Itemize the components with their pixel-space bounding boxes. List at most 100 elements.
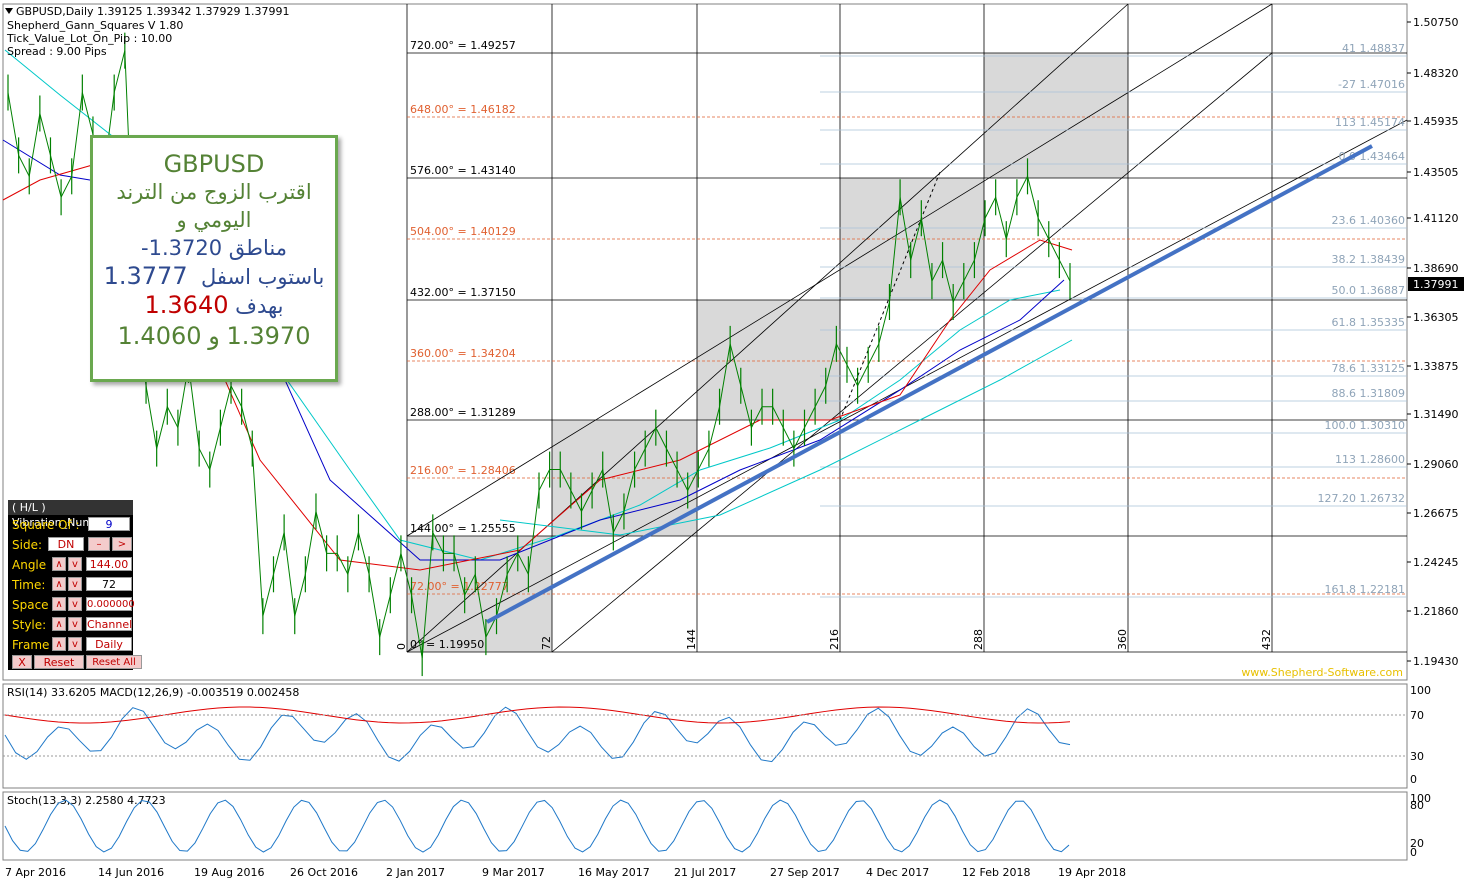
date-tick-label-6: 16 May 2017 [578, 866, 650, 879]
price-tick-label-12: 1.21860 [1413, 605, 1459, 618]
fib-label-11: 113 1.28600 [1335, 453, 1405, 466]
gann-time-label-0: 0 [395, 643, 408, 650]
header-line-3: Tick_Value_Lot_On_Pip : 10.00 [6, 32, 172, 45]
gann-level-label-9: 72.00° = 1.22777 [410, 580, 509, 593]
rsi-macd-label: RSI(14) 33.6205 MACD(12,26,9) -0.003519 … [7, 686, 299, 699]
gann-time-label-3: 216 [828, 629, 841, 650]
main-chart-frame [2, 3, 1408, 681]
time-input[interactable]: 72 [86, 577, 132, 591]
time-down-button[interactable]: v [68, 577, 82, 591]
price-tick-label-11: 1.24245 [1413, 556, 1459, 569]
row-space: Space ∧ v 0.000000 [8, 595, 135, 615]
time-label: Time: [12, 578, 46, 592]
price-tick-label-5: 1.38690 [1413, 262, 1459, 275]
space-down-button[interactable]: v [68, 597, 82, 611]
fib-label-2: 113 1.45174 [1335, 116, 1405, 129]
rsi-axis-label-2: 30 [1410, 750, 1424, 763]
angle-input[interactable]: 144.00 [86, 557, 132, 571]
close-panel-button[interactable]: X [12, 655, 32, 669]
gann-level-label-3: 504.00° = 1.40129 [410, 225, 516, 238]
date-tick-label-5: 9 Mar 2017 [482, 866, 545, 879]
row-frame: Frame ∧ v Daily [8, 635, 133, 655]
square-of-input[interactable]: 9 [88, 517, 130, 531]
price-tick-label-13: 1.19430 [1413, 655, 1459, 668]
price-tick-label-6: 1.36305 [1413, 311, 1459, 324]
angle-label: Angle [12, 558, 47, 572]
gann-level-label-5: 360.00° = 1.34204 [410, 347, 516, 360]
gann-square-2 [697, 300, 840, 420]
channel-line-0 [406, 3, 1129, 653]
gann-level-label-10: 0° = 1.19950 [410, 638, 484, 651]
side-value[interactable]: DN [48, 537, 84, 551]
price-tick-label-0: 1.50750 [1413, 16, 1459, 29]
channel-line-3 [406, 119, 1408, 653]
gann-time-label-4: 288 [972, 629, 985, 650]
callout-target3-value: 1.4060 [117, 322, 202, 350]
frame-label: Frame [12, 638, 50, 652]
callout-target2-value: 1.3970 [226, 322, 311, 350]
rsi-panel-frame [2, 683, 1408, 789]
reset-button[interactable]: Reset [34, 655, 84, 669]
gann-level-label-8: 144.00° = 1.25555 [410, 522, 516, 535]
price-tick-label-8: 1.31490 [1413, 408, 1459, 421]
price-tick-label-7: 1.33875 [1413, 360, 1459, 373]
watermark-text: www.Shepherd-Software.com [1241, 666, 1403, 679]
ma-cyan-2-line [499, 339, 1073, 536]
rsi-axis-label-3: 0 [1410, 773, 1417, 786]
gann-level-label-1: 648.00° = 1.46182 [410, 103, 516, 116]
angle-down-button[interactable]: v [68, 557, 82, 571]
current-price-marker [1408, 277, 1464, 291]
fib-label-7: 61.8 1.35335 [1332, 316, 1405, 329]
header-line-2: Shepherd_Gann_Squares V 1.80 [7, 19, 183, 32]
fib-label-13: 161.8 1.22181 [1325, 583, 1405, 596]
style-down-button[interactable]: v [68, 617, 82, 631]
price-tick-label-10: 1.26675 [1413, 507, 1459, 520]
fib-label-4: 23.6 1.40360 [1332, 214, 1405, 227]
callout-stop-value: 1.3777 [103, 262, 188, 290]
macd-signal-line [4, 706, 1071, 724]
stoch-axis-label-2: 20 [1410, 837, 1424, 850]
date-tick-label-9: 4 Dec 2017 [866, 866, 929, 879]
gann-level-label-4: 432.00° = 1.37150 [410, 286, 516, 299]
frame-input[interactable]: Daily [86, 637, 132, 651]
price-line [7, 50, 1071, 659]
callout-line-c: مناطق 1.3720- [141, 236, 287, 260]
time-up-button[interactable]: ∧ [52, 577, 66, 591]
stoch-line [4, 799, 1070, 853]
style-input[interactable]: Channel [86, 617, 133, 631]
gann-square-4 [984, 53, 1128, 178]
gann-time-label-2: 144 [685, 629, 698, 650]
row-style: Style: ∧ v Channel [8, 615, 133, 635]
angle-up-button[interactable]: ∧ [52, 557, 66, 571]
callout-line-a: اقترب الزوج من الترند [116, 180, 312, 204]
space-label: Space [12, 598, 49, 612]
side-plus-button[interactable]: > [112, 537, 132, 551]
gann-level-label-7: 216.00° = 1.28406 [410, 464, 516, 477]
stoch-axis-label-3: 0 [1410, 846, 1417, 859]
callout-target-text: بهدف [235, 294, 284, 318]
row-square-of: Square Of : 9 [8, 515, 133, 535]
date-tick-label-2: 19 Aug 2016 [194, 866, 264, 879]
frame-down-button[interactable]: v [68, 637, 82, 651]
date-tick-label-11: 19 Apr 2018 [1058, 866, 1126, 879]
gann-level-label-2: 576.00° = 1.43140 [410, 164, 516, 177]
fib-label-8: 78.6 1.33125 [1332, 362, 1405, 375]
space-up-button[interactable]: ∧ [52, 597, 66, 611]
reset-all-button[interactable]: Reset All [86, 655, 142, 669]
callout-line-d: باستوب اسفل 1.3777 [93, 262, 335, 291]
row-time: Time: ∧ v 72 [8, 575, 133, 595]
header-line-4: Spread : 9.00 Pips [7, 45, 107, 58]
callout-target-value: 1.3640 [144, 291, 229, 319]
callout-line-e: بهدف 1.3640 [93, 291, 335, 320]
current-price-label: 1.37991 [1413, 278, 1459, 291]
style-up-button[interactable]: ∧ [52, 617, 66, 631]
side-minus-button[interactable]: – [88, 537, 110, 551]
fib-label-0: 41 1.48837 [1342, 42, 1405, 55]
callout-title: GBPUSD [163, 150, 265, 178]
price-tick-label-3: 1.43505 [1413, 166, 1459, 179]
frame-up-button[interactable]: ∧ [52, 637, 66, 651]
side-label: Side: [12, 538, 42, 552]
row-side: Side: DN – > [8, 535, 133, 555]
date-tick-label-10: 12 Feb 2018 [962, 866, 1030, 879]
space-input[interactable]: 0.000000 [86, 597, 135, 611]
